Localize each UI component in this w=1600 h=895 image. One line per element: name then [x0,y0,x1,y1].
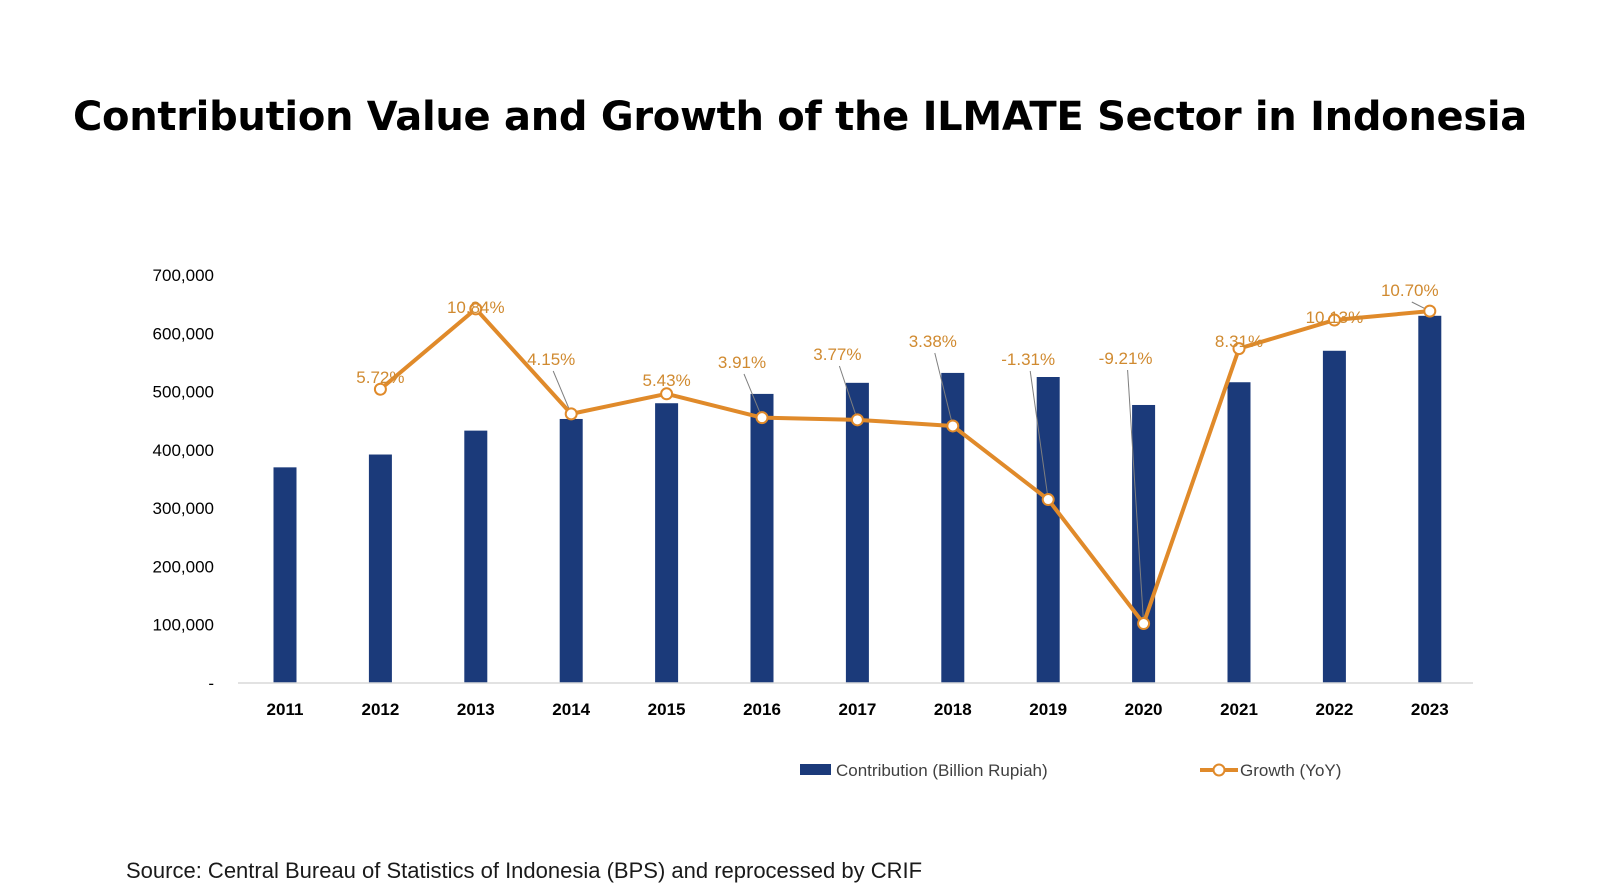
y-tick-label: 600,000 [153,324,214,343]
y-tick-label: 400,000 [153,441,214,460]
growth-marker-2013 [469,302,483,316]
leader-line [838,365,858,420]
bar-2015 [655,403,679,683]
growth-label-2014: 4.15% [527,350,575,369]
growth-marker-2022 [1327,313,1341,327]
leader-line [743,373,763,418]
bar-2021 [1227,382,1251,683]
bar-series [273,315,1442,683]
label-leader-lines [552,301,1431,624]
bar-2014 [559,418,583,683]
growth-label-2020: -9.21% [1099,349,1153,368]
x-tick-label: 2014 [552,700,590,719]
source-note: Source: Central Bureau of Statistics of … [126,858,923,883]
legend-marker-swatch [1212,763,1226,777]
x-tick-label: 2012 [361,700,399,719]
x-tick-label: 2011 [267,700,304,719]
bar-2018 [941,372,965,683]
x-tick-label: 2018 [934,700,972,719]
growth-marker-2017 [850,413,864,427]
y-tick-label: - [208,674,214,693]
legend: Contribution (Billion Rupiah) Growth (YoY… [800,761,1341,780]
x-tick-label: 2022 [1315,700,1353,719]
growth-label-2016: 3.91% [718,353,766,372]
bar-2023 [1418,315,1442,683]
x-tick-label: 2020 [1125,700,1163,719]
y-tick-label: 200,000 [153,557,214,576]
x-tick-label: 2021 [1220,700,1258,719]
growth-marker-2019 [1041,493,1055,507]
growth-label-2018: 3.38% [909,332,957,351]
leader-line [1029,370,1049,500]
growth-markers [373,302,1437,631]
x-tick-label: 2019 [1029,700,1067,719]
y-axis-ticks: - 100,000 200,000 300,000 400,000 500,000 600,… [153,266,214,693]
x-tick-label: 2015 [648,700,686,719]
growth-data-labels: 5.72% 10.84% 4.15% 5.43% 3.91% 3.77% 3.38% -1.3… [356,281,1438,390]
leader-line [552,370,572,415]
growth-label-2021: 8.31% [1215,332,1263,351]
leader-line [1127,369,1145,624]
growth-marker-2012 [373,382,387,396]
growth-marker-2015 [660,387,674,401]
bar-2016 [750,393,774,683]
bar-2012 [368,454,392,683]
legend-bar-swatch [800,764,831,775]
x-tick-label: 2013 [457,700,495,719]
growth-marker-2018 [946,419,960,433]
growth-line [379,306,1430,626]
legend-label-growth: Growth (YoY) [1240,761,1341,780]
bar-2017 [845,382,869,683]
y-tick-label: 300,000 [153,499,214,518]
growth-label-2023: 10.70% [1381,281,1439,300]
bar-2022 [1322,350,1346,683]
chart-title: Contribution Value and Growth of the ILM… [73,94,1527,140]
x-axis-ticks: 2011 2012 2013 2014 2015 2016 2017 2018 2019 2020… [267,700,1449,719]
x-tick-label: 2016 [743,700,781,719]
x-tick-label: 2023 [1411,700,1449,719]
legend-label-contribution: Contribution (Billion Rupiah) [836,761,1048,780]
growth-marker-2021 [1232,342,1246,356]
leader-line [934,352,954,427]
y-tick-label: 700,000 [153,266,214,285]
growth-label-2012: 5.72% [356,368,404,387]
y-tick-label: 100,000 [153,616,214,635]
growth-label-2015: 5.43% [642,371,690,390]
growth-marker-2014 [564,407,578,421]
bar-2011 [273,467,297,683]
growth-label-2022: 10.13% [1306,308,1364,327]
bar-2019 [1036,377,1060,683]
growth-label-2017: 3.77% [813,345,861,364]
bar-2020 [1132,404,1156,683]
x-tick-label: 2017 [838,700,876,719]
y-tick-label: 500,000 [153,383,214,402]
bar-2013 [464,430,488,683]
growth-marker-2020 [1137,617,1151,631]
growth-label-2019: -1.31% [1001,350,1055,369]
growth-label-2013: 10.84% [447,298,505,317]
growth-marker-2016 [755,411,769,425]
growth-marker-2023 [1423,304,1437,318]
